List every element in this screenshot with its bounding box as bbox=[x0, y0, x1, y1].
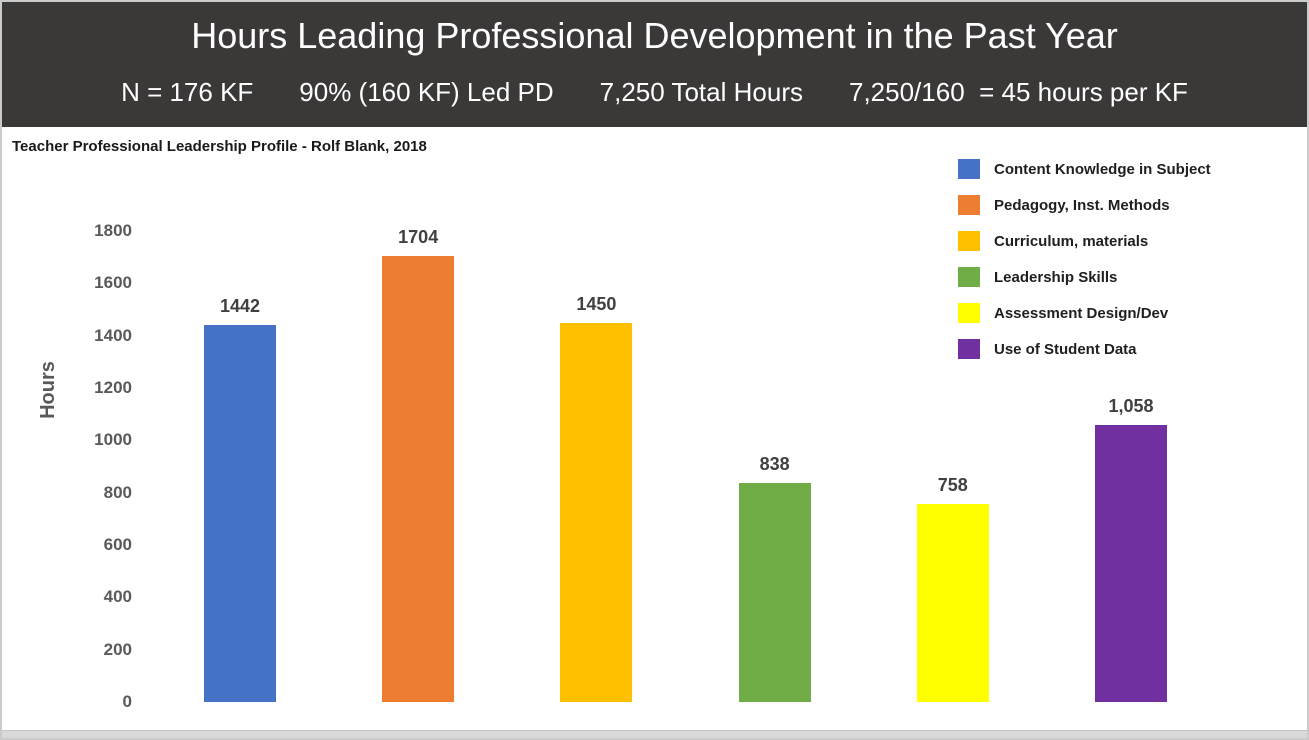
legend-item: Use of Student Data bbox=[958, 339, 1211, 359]
bar-value-label: 1450 bbox=[576, 293, 617, 314]
bottom-edge bbox=[2, 730, 1307, 738]
bar-value-label: 838 bbox=[759, 453, 790, 474]
y-tick-label: 0 bbox=[122, 692, 132, 711]
y-tick-label: 1200 bbox=[94, 378, 132, 397]
legend-label: Use of Student Data bbox=[994, 340, 1137, 358]
bar-2 bbox=[382, 256, 455, 702]
legend-swatch-icon bbox=[958, 303, 980, 323]
legend-swatch-icon bbox=[958, 339, 980, 359]
bar-1 bbox=[204, 324, 276, 702]
chart-source-label: Teacher Professional Leadership Profile … bbox=[12, 138, 427, 155]
legend-label: Assessment Design/Dev bbox=[994, 304, 1169, 322]
legend-swatch-icon bbox=[958, 159, 980, 179]
bar-3 bbox=[560, 322, 633, 702]
y-tick-label: 200 bbox=[103, 639, 132, 659]
header-banner: Hours Leading Professional Development i… bbox=[2, 2, 1307, 127]
bar-value-label: 758 bbox=[937, 474, 968, 495]
y-tick-label: 600 bbox=[103, 535, 132, 554]
bar-value-label: 1704 bbox=[398, 227, 439, 248]
page-title: Hours Leading Professional Development i… bbox=[191, 15, 1118, 56]
y-tick-label: 400 bbox=[103, 587, 132, 607]
y-tick-label: 800 bbox=[103, 482, 132, 502]
legend-label: Curriculum, materials bbox=[994, 232, 1149, 250]
legend-item: Leadership Skills bbox=[958, 267, 1211, 287]
header-stat: 7,250/160 = 45 hours per KF bbox=[848, 77, 1188, 107]
legend-label: Pedagogy, Inst. Methods bbox=[994, 196, 1170, 214]
legend-item: Curriculum, materials bbox=[958, 231, 1211, 251]
bar-4 bbox=[738, 482, 811, 702]
header-stats: N = 176 KF 90% (160 KF) Led PD 7,250 Total… bbox=[2, 76, 1307, 108]
legend-swatch-icon bbox=[958, 231, 980, 251]
legend-swatch-icon bbox=[958, 195, 980, 215]
bar-6 bbox=[1095, 425, 1167, 702]
y-tick-label: 1000 bbox=[94, 430, 132, 450]
y-tick-label: 1400 bbox=[94, 325, 132, 345]
header-stat: 90% (160 KF) Led PD bbox=[299, 77, 554, 107]
header-stat: 7,250 Total Hours bbox=[599, 77, 803, 107]
legend-item: Content Knowledge in Subject bbox=[958, 159, 1211, 179]
y-tick-label: 1600 bbox=[94, 273, 132, 293]
legend-item: Pedagogy, Inst. Methods bbox=[958, 195, 1211, 215]
bar-value-label: 1,058 bbox=[1108, 396, 1154, 417]
legend-label: Leadership Skills bbox=[994, 268, 1118, 286]
legend-item: Assessment Design/Dev bbox=[958, 303, 1211, 323]
plot-area: 0 200 400 600 800 1000 1200 1400 1600 1800 1442 170… bbox=[2, 221, 1307, 711]
legend-swatch-icon bbox=[958, 267, 980, 287]
bar-5 bbox=[916, 503, 989, 702]
legend-label: Content Knowledge in Subject bbox=[994, 160, 1211, 178]
legend: Content Knowledge in Subject Pedagogy, In… bbox=[958, 159, 1211, 375]
bar-value-label: 1442 bbox=[219, 295, 261, 316]
y-tick-label: 1800 bbox=[94, 221, 132, 240]
header-stat: N = 176 KF bbox=[121, 77, 254, 107]
